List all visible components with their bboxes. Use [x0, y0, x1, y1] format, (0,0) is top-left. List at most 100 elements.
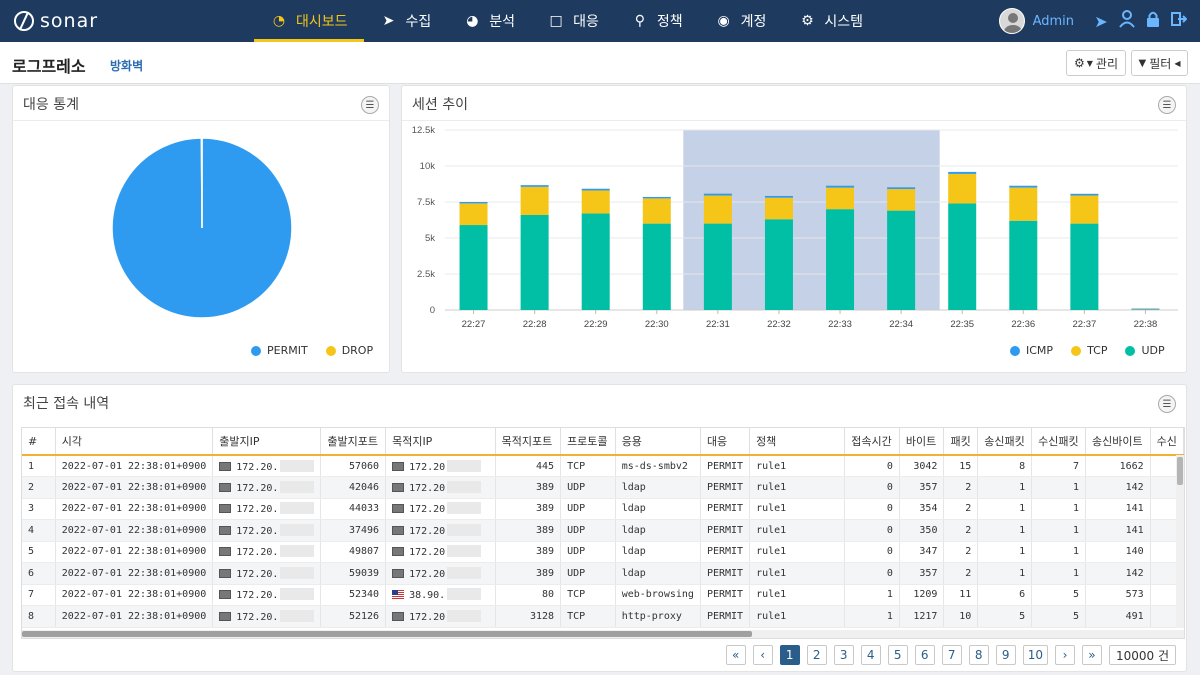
first-page-button[interactable]: « [725, 645, 746, 665]
column-header[interactable]: 수신패킷 [1031, 428, 1086, 456]
bar-icmp-22:33[interactable] [826, 185, 855, 188]
bar-icmp-22:31[interactable] [703, 193, 732, 196]
page-button[interactable]: 1 [779, 645, 800, 665]
bar-icmp-22:35[interactable] [948, 171, 977, 174]
bar-tcp-22:28[interactable] [520, 186, 549, 215]
app-logo[interactable]: sonar [14, 10, 254, 32]
column-header[interactable]: 시각 [55, 428, 214, 456]
column-header[interactable]: 목적지포트 [495, 428, 562, 456]
bar-tcp-22:34[interactable] [887, 189, 916, 211]
page-subtitle[interactable]: 방화벽 [110, 59, 144, 73]
column-header[interactable]: 바이트 [899, 428, 945, 456]
bar-tcp-22:29[interactable] [581, 190, 610, 214]
legend-label[interactable]: UDP [1141, 344, 1165, 357]
bar-tcp-22:32[interactable] [764, 197, 793, 220]
bar-udp-22:30[interactable] [642, 223, 671, 310]
logout-icon[interactable] [1170, 11, 1188, 31]
column-header[interactable]: 응용 [615, 428, 701, 456]
username[interactable]: Admin [1032, 13, 1074, 29]
nav-item-0[interactable]: ◔ 대시보드 [254, 0, 364, 42]
page-button[interactable]: 8 [968, 645, 989, 665]
page-button[interactable]: 2 [806, 645, 827, 665]
legend-label[interactable]: ICMP [1026, 344, 1054, 357]
table-row[interactable]: 2 2022-07-01 22:38:01+0900 172.20. 42046 172… [22, 476, 1184, 499]
bar-icmp-22:28[interactable] [520, 185, 549, 187]
legend-label[interactable]: DROP [341, 344, 374, 357]
bar-icmp-22:32[interactable] [764, 195, 793, 198]
bar-udp-22:35[interactable] [948, 203, 977, 310]
filter-button[interactable]: ▼ 필터 ◀ [1131, 50, 1188, 76]
next-page-button[interactable]: › [1054, 645, 1075, 665]
table-row[interactable]: 8 2022-07-01 22:38:01+0900 172.20. 52126 172… [22, 605, 1184, 628]
column-header[interactable]: 수신 [1150, 428, 1184, 456]
nav-item-4[interactable]: ⚲ 정책 [615, 0, 699, 42]
lock-icon[interactable] [1144, 11, 1162, 31]
column-header[interactable]: 접속시간 [844, 428, 900, 456]
page-button[interactable]: 10 [1022, 645, 1048, 665]
pie-slice-drop[interactable] [200, 137, 203, 229]
vertical-scrollbar[interactable] [1176, 455, 1184, 628]
column-header[interactable]: 정책 [749, 428, 846, 456]
table-row[interactable]: 5 2022-07-01 22:38:01+0900 172.20. 49807 172… [22, 541, 1184, 563]
bar-icmp-22:29[interactable] [581, 188, 610, 191]
panel-menu-icon[interactable]: ☰ [1158, 96, 1176, 114]
page-button[interactable]: 6 [914, 645, 935, 665]
page-button[interactable]: 3 [833, 645, 854, 665]
bar-udp-22:33[interactable] [826, 209, 855, 310]
avatar[interactable] [998, 8, 1025, 34]
column-header[interactable]: # [22, 428, 56, 456]
bar-udp-22:28[interactable] [520, 214, 549, 310]
table-row[interactable]: 7 2022-07-01 22:38:01+0900 172.20. 52340 38.… [22, 584, 1184, 606]
bar-icmp-22:36[interactable] [1009, 185, 1038, 188]
bar-icmp-22:30[interactable] [642, 196, 671, 199]
legend-label[interactable]: TCP [1087, 344, 1108, 357]
bar-tcp-22:36[interactable] [1009, 187, 1038, 221]
bar-tcp-22:35[interactable] [948, 173, 977, 204]
bar-udp-22:27[interactable] [459, 225, 488, 310]
bar-udp-22:29[interactable] [581, 213, 610, 310]
column-header[interactable]: 출발지포트 [320, 428, 387, 456]
page-button[interactable]: 9 [995, 645, 1016, 665]
bar-icmp-22:38[interactable] [1131, 308, 1160, 310]
last-page-button[interactable]: » [1081, 645, 1102, 665]
bar-tcp-22:31[interactable] [703, 195, 732, 224]
panel-menu-icon[interactable]: ☰ [361, 96, 379, 114]
manage-button[interactable]: ⚙ ▼ 관리 [1066, 50, 1126, 76]
nav-item-1[interactable]: ➤ 수집 [364, 0, 448, 42]
bar-udp-22:34[interactable] [887, 210, 916, 310]
table-row[interactable]: 4 2022-07-01 22:38:01+0900 172.20. 37496 172… [22, 519, 1184, 542]
column-header[interactable]: 송신패킷 [977, 428, 1033, 456]
bar-icmp-22:34[interactable] [887, 187, 916, 190]
table-row[interactable]: 3 2022-07-01 22:38:01+0900 172.20. 44033 172… [22, 498, 1184, 520]
prev-page-button[interactable]: ‹ [752, 645, 773, 665]
bar-tcp-22:33[interactable] [826, 187, 855, 210]
bar-icmp-22:27[interactable] [459, 202, 488, 204]
nav-item-6[interactable]: ⚙ 시스템 [782, 0, 879, 42]
column-header[interactable]: 대응 [700, 428, 751, 456]
user-icon[interactable] [1118, 10, 1136, 32]
bar-udp-22:31[interactable] [703, 223, 732, 310]
column-header[interactable]: 프로토콜 [560, 428, 616, 456]
nav-item-3[interactable]: □ 대응 [531, 0, 615, 42]
page-button[interactable]: 4 [860, 645, 881, 665]
bar-tcp-22:30[interactable] [642, 198, 671, 224]
table-row[interactable]: 6 2022-07-01 22:38:01+0900 172.20. 59039 172… [22, 562, 1184, 585]
bar-udp-22:32[interactable] [764, 219, 793, 310]
page-button[interactable]: 7 [941, 645, 962, 665]
nav-item-5[interactable]: ◉ 계정 [699, 0, 783, 42]
page-button[interactable]: 5 [887, 645, 908, 665]
bar-udp-22:36[interactable] [1009, 220, 1038, 310]
ticket-icon[interactable]: ➤ [1094, 11, 1108, 31]
panel-menu-icon[interactable]: ☰ [1158, 395, 1176, 413]
nav-item-2[interactable]: ◕ 분석 [447, 0, 531, 42]
column-header[interactable]: 목적지IP [385, 428, 496, 456]
column-header[interactable]: 패킷 [943, 428, 979, 456]
bar-tcp-22:27[interactable] [459, 203, 488, 226]
bar-udp-22:37[interactable] [1070, 223, 1099, 310]
legend-label[interactable]: PERMIT [267, 344, 308, 357]
horizontal-scrollbar[interactable] [22, 630, 1184, 638]
bar-tcp-22:37[interactable] [1070, 195, 1099, 224]
bar-icmp-22:37[interactable] [1070, 193, 1099, 196]
column-header[interactable]: 출발지IP [212, 428, 322, 456]
column-header[interactable]: 송신바이트 [1085, 428, 1151, 456]
